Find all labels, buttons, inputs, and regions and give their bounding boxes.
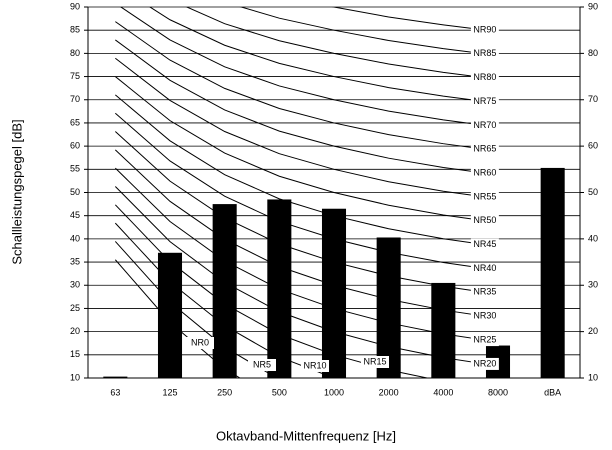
y2-tick-label: 40 xyxy=(588,233,598,243)
y-tick-label: 20 xyxy=(70,326,80,336)
nr-curve xyxy=(115,39,499,176)
nr-curve xyxy=(115,57,499,200)
nr-label-bg xyxy=(470,238,499,251)
y-tick-label: 60 xyxy=(70,141,80,151)
nr-label: NR70 xyxy=(473,120,496,130)
x-tick-label: dBA xyxy=(544,387,561,397)
y-tick-label: 90 xyxy=(70,1,80,11)
nr-label-bg xyxy=(186,337,214,349)
y-tick-label: 15 xyxy=(70,349,80,359)
nr-label: NR55 xyxy=(473,191,496,201)
nr-label-bg xyxy=(470,167,499,180)
x-tick-label: 500 xyxy=(272,387,287,397)
nr-label-bg xyxy=(470,190,499,203)
y-tick-label: 50 xyxy=(70,187,80,197)
x-tick-label: 125 xyxy=(162,387,177,397)
nr-label-bg xyxy=(470,143,499,156)
nr-curves xyxy=(114,7,499,378)
y2-tick-label: 60 xyxy=(588,141,598,151)
y-tick-label: 70 xyxy=(70,94,80,104)
y-axis-title: Schallleistungspegel [dB] xyxy=(9,119,24,264)
nr-label: NR80 xyxy=(473,72,496,82)
bar xyxy=(376,237,401,378)
nr-curve xyxy=(119,7,499,128)
y-tick-label: 10 xyxy=(70,372,80,382)
nr-label-bg xyxy=(470,357,499,370)
nr-curve xyxy=(185,7,499,80)
nr-label-bg xyxy=(248,359,276,371)
nr-label: NR75 xyxy=(473,96,496,106)
nr-label: NR0 xyxy=(191,337,209,347)
nr-label-bg xyxy=(301,360,329,372)
y-tick-label: 65 xyxy=(70,117,80,127)
y2-tick-label: 70 xyxy=(588,94,598,104)
nr-curve xyxy=(331,7,499,33)
nr-label-bg xyxy=(470,71,499,84)
nr-label-bg xyxy=(470,23,499,36)
nr-curve xyxy=(149,7,499,104)
nr-label-bg xyxy=(470,95,499,108)
nr-label-bg xyxy=(470,334,499,347)
nr-label: NR15 xyxy=(363,356,386,366)
nr-curve xyxy=(115,76,499,224)
y-tick-label: 35 xyxy=(70,256,80,266)
nr-label-bg xyxy=(470,310,499,323)
x-tick-label: 8000 xyxy=(488,387,508,397)
y2-tick-label: 90 xyxy=(588,1,598,11)
nr-curve xyxy=(115,94,499,248)
nr-label: NR5 xyxy=(253,359,271,369)
bar xyxy=(321,208,347,378)
y2-tick-label: 30 xyxy=(588,280,598,290)
nr-label: NR40 xyxy=(473,263,496,273)
nr-curve xyxy=(115,21,499,152)
nr-label: NR35 xyxy=(473,287,496,297)
y2-tick-label: 20 xyxy=(588,326,598,336)
nr-label: NR50 xyxy=(473,215,496,225)
nr-label: NR20 xyxy=(473,358,496,368)
nr-label: NR85 xyxy=(473,48,496,58)
nr-label: NR60 xyxy=(473,167,496,177)
y-tick-label: 85 xyxy=(70,25,80,35)
bar xyxy=(267,199,292,378)
y-tick-label: 55 xyxy=(70,164,80,174)
nr-label: NR65 xyxy=(473,144,496,154)
x-tick-label: 250 xyxy=(217,387,232,397)
nr-label-bg xyxy=(470,286,499,299)
y2-tick-label: 80 xyxy=(588,48,598,58)
nr-label: NR30 xyxy=(473,311,496,321)
y-tick-label: 80 xyxy=(70,48,80,58)
nr-label: NR25 xyxy=(473,334,496,344)
y2-tick-label: 10 xyxy=(588,372,598,382)
nr-label-bg xyxy=(470,262,499,275)
y-tick-label: 30 xyxy=(70,280,80,290)
nr-label-bg xyxy=(361,356,389,368)
bar xyxy=(431,282,456,378)
x-tick-label: 63 xyxy=(110,387,120,397)
y-tick-label: 75 xyxy=(70,71,80,81)
y-tick-label: 40 xyxy=(70,233,80,243)
bar xyxy=(103,376,128,378)
nr-label-bg xyxy=(470,214,499,227)
nr-label-bg xyxy=(470,119,499,132)
nr-label: NR45 xyxy=(473,239,496,249)
nr-curve xyxy=(239,7,499,56)
x-tick-label: 1000 xyxy=(324,387,344,397)
x-tick-label: 2000 xyxy=(379,387,399,397)
y-tick-label: 45 xyxy=(70,210,80,220)
nr-label: NR10 xyxy=(303,360,326,370)
nr-label-bg xyxy=(470,47,499,60)
bar xyxy=(157,252,183,378)
bar xyxy=(212,204,237,378)
y-tick-label: 25 xyxy=(70,303,80,313)
bar xyxy=(540,167,565,378)
nr-curve xyxy=(115,112,499,271)
y2-tick-label: 50 xyxy=(588,187,598,197)
x-axis-title: Oktavband-Mittenfrequenz [Hz] xyxy=(216,428,396,443)
nr-label: NR90 xyxy=(473,24,496,34)
x-tick-label: 4000 xyxy=(433,387,453,397)
